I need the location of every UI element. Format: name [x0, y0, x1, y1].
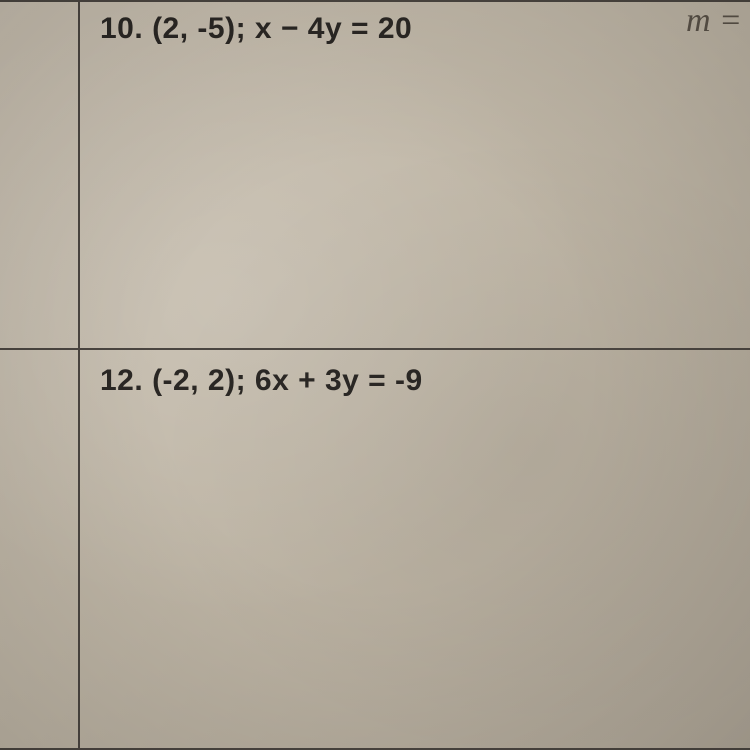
worksheet-page: 10. (2, -5); x − 4y = 20 12. (-2, 2); 6x…: [0, 0, 750, 750]
horizontal-line-mid: [0, 348, 750, 350]
problem-text: 10. (2, -5); x − 4y = 20: [100, 12, 412, 45]
handwriting-text: m =: [686, 2, 742, 39]
problem-number: 10.: [100, 12, 143, 45]
problem-row-10: 10. (2, -5); x − 4y = 20: [0, 2, 750, 46]
problem-number: 12.: [100, 364, 143, 397]
handwritten-note: m =: [686, 2, 742, 40]
problem-content: (2, -5); x − 4y = 20: [152, 12, 412, 45]
problem-content: (-2, 2); 6x + 3y = -9: [152, 364, 423, 397]
problem-row-12: 12. (-2, 2); 6x + 3y = -9: [0, 354, 750, 398]
problem-text: 12. (-2, 2); 6x + 3y = -9: [100, 364, 423, 397]
